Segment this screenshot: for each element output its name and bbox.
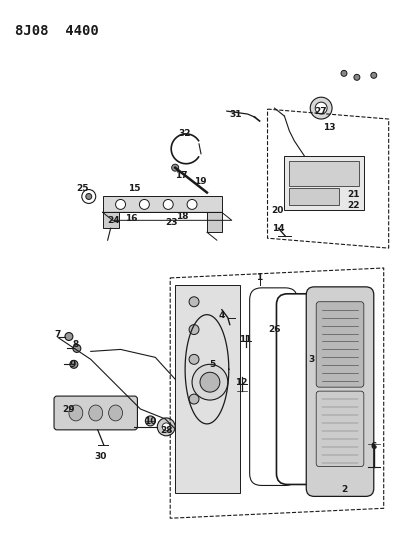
Circle shape [187,199,197,209]
Ellipse shape [69,405,83,421]
FancyBboxPatch shape [175,285,240,494]
FancyBboxPatch shape [306,287,374,496]
Circle shape [145,416,155,426]
Circle shape [162,423,170,431]
Circle shape [189,394,199,404]
Text: 23: 23 [165,218,178,227]
Ellipse shape [89,405,103,421]
Text: 30: 30 [95,452,107,461]
Text: 32: 32 [179,130,192,139]
Text: 3: 3 [308,355,314,364]
Circle shape [163,199,173,209]
Circle shape [157,418,175,436]
Text: 15: 15 [128,184,141,193]
Circle shape [65,333,73,341]
Text: 7: 7 [55,330,61,339]
Text: 24: 24 [107,216,120,225]
Circle shape [189,354,199,365]
Text: 22: 22 [348,201,360,210]
FancyBboxPatch shape [284,156,364,211]
Circle shape [192,365,228,400]
FancyBboxPatch shape [103,197,222,212]
Text: 18: 18 [176,212,188,221]
FancyBboxPatch shape [103,212,119,228]
Circle shape [315,102,327,114]
Ellipse shape [109,405,122,421]
Text: 11: 11 [239,335,252,344]
Text: 8: 8 [73,340,79,349]
Circle shape [139,199,149,209]
Circle shape [354,74,360,80]
Text: 8J08  4400: 8J08 4400 [15,23,99,38]
Text: 21: 21 [348,190,360,199]
Text: 4: 4 [219,311,225,320]
Text: 19: 19 [194,177,206,186]
FancyBboxPatch shape [277,294,320,484]
Text: 6: 6 [371,442,377,451]
Text: 29: 29 [63,405,75,414]
Text: 17: 17 [175,171,188,180]
FancyBboxPatch shape [316,391,364,466]
FancyBboxPatch shape [289,188,339,205]
Text: 9: 9 [70,360,76,369]
Text: 27: 27 [314,107,326,116]
Circle shape [86,193,92,199]
Circle shape [116,199,126,209]
Text: 20: 20 [271,206,284,215]
FancyBboxPatch shape [289,161,359,185]
FancyBboxPatch shape [54,396,137,430]
Circle shape [371,72,377,78]
Circle shape [200,372,220,392]
Circle shape [172,164,179,171]
Circle shape [310,97,332,119]
Text: 10: 10 [144,417,156,426]
Circle shape [189,325,199,335]
Text: 13: 13 [323,124,335,133]
Text: 1: 1 [257,273,263,282]
Circle shape [341,70,347,76]
Circle shape [189,297,199,306]
Circle shape [73,344,81,352]
Text: 16: 16 [125,214,138,223]
Text: 5: 5 [209,360,215,369]
Text: 2: 2 [341,485,347,494]
Text: 12: 12 [235,378,248,386]
FancyBboxPatch shape [316,302,364,387]
Text: 25: 25 [77,184,89,193]
Circle shape [70,360,78,368]
FancyBboxPatch shape [207,212,222,232]
Text: 28: 28 [160,426,172,435]
Text: 31: 31 [229,110,242,118]
Text: 26: 26 [268,325,281,334]
Text: 14: 14 [272,224,285,233]
